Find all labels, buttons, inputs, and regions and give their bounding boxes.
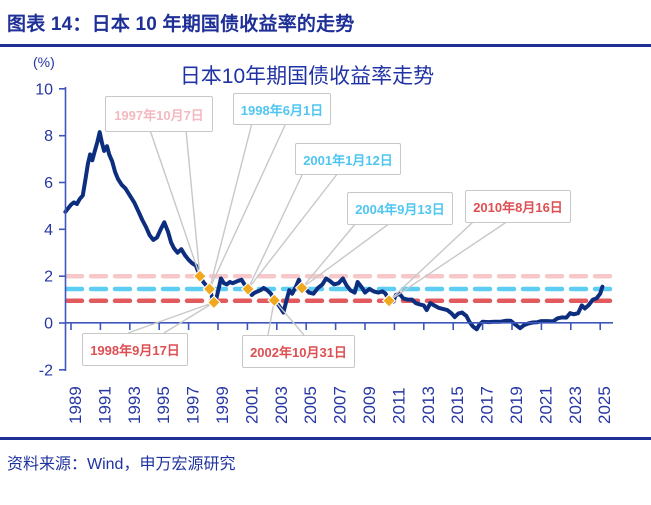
callout-pointer-line [247,172,304,290]
x-tick-label: 2019 [507,386,526,424]
x-tick-label: 2025 [595,386,614,424]
callout-pointer-line [273,299,305,336]
x-tick-label: 2015 [448,386,467,424]
diamond-marker [192,269,207,284]
y-tick-label: 0 [44,316,53,333]
x-tick-label: 1995 [154,386,173,424]
annotation-callout-1998-09-17: 1998年9月17日 [82,333,188,366]
callout-pointer-line [127,301,215,334]
annotation-callout-2001-01-12: 2001年1月12日 [295,143,401,175]
x-tick-label: 2013 [419,386,438,424]
source-note: 资料来源：Wind，申万宏源研究 [7,456,236,473]
callout-pointer-line [247,172,339,290]
diamond-marker [294,280,309,295]
callout-pointer-line [301,222,357,289]
x-tick-label: 2001 [242,386,261,424]
figure-title: 图表 14：日本 10 年期国债收益率的走势 [7,14,355,35]
x-tick-label: 2005 [301,386,320,424]
y-tick-label: -2 [39,362,53,379]
x-tick-label: 2003 [272,386,291,424]
callout-pointers [127,122,509,336]
x-tick-label: 1997 [184,386,203,424]
annotation-callout-2004-09-13: 2004年9月13日 [347,192,453,225]
event-markers [192,269,397,310]
diamond-marker [206,295,221,310]
x-tick-label: 1993 [125,386,144,424]
callout-pointer-line [208,122,287,290]
callout-pointer-line [163,301,215,334]
y-axis-unit-label: (%) [33,54,55,70]
diamond-marker [240,281,256,297]
x-tick-label: 1991 [95,386,114,424]
x-tick-label: 2011 [389,387,408,424]
y-tick-label: 2 [44,269,53,286]
diamond-marker [267,293,282,308]
x-tick-label: 2023 [566,386,585,424]
diamond-marker [202,281,217,297]
x-tick-label: 1989 [66,386,85,424]
callout-pointer-line [208,122,253,290]
x-tick-label: 2021 [536,386,555,424]
callout-pointer-line [388,220,509,302]
annotation-callout-1997-10-07: 1997年10月7日 [105,96,213,132]
annotation-callout-2010-08-16: 2010年8月16日 [465,190,571,223]
x-tick-label: 2017 [478,386,497,424]
y-axis-ticks: 10 8 6 4 2 0 -2 [35,81,66,379]
x-tick-label: 2007 [331,386,350,424]
y-tick-label: 10 [35,81,53,98]
header-divider [0,44,651,47]
x-axis-ticks: 1989 1991 1993 1995 1997 1999 2001 2003 2005 2007… [66,322,614,424]
annotation-callout-2002-10-31: 2002年10月31日 [242,335,355,368]
callout-pointer-line [301,222,391,289]
bottom-divider [0,437,651,440]
diamond-marker [381,293,397,308]
x-tick-label: 1999 [213,386,232,424]
reference-dashed-lines [64,273,614,304]
chart-title: 日本10年期国债收益率走势 [179,65,435,88]
callout-pointer-line [149,129,201,277]
y-tick-label: 4 [44,222,53,239]
x-tick-label: 2009 [360,386,379,424]
y-tick-label: 6 [44,175,53,192]
callout-pointer-line [185,129,201,277]
annotation-callout-1998-06-01: 1998年6月1日 [233,93,331,125]
callout-pointer-line [388,220,475,302]
y-tick-label: 8 [44,128,53,145]
